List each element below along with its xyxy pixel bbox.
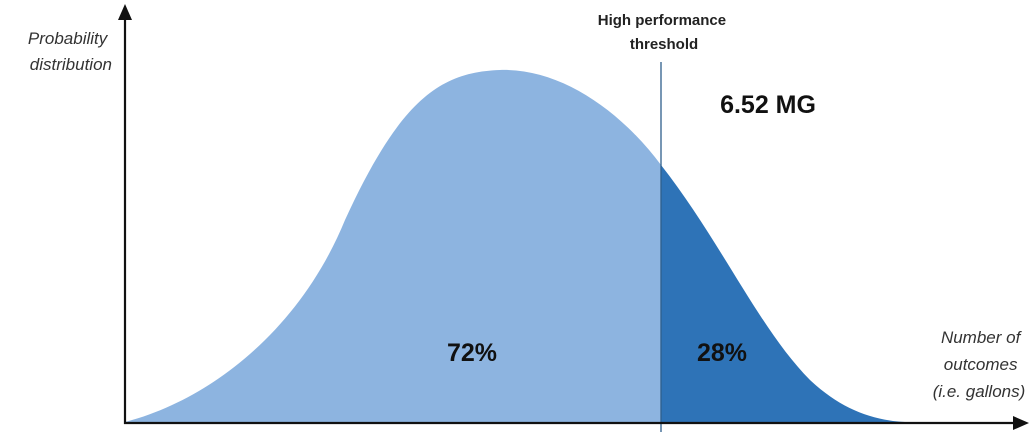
region-above-threshold (661, 165, 905, 422)
threshold-label-line-1: High performance (598, 12, 726, 29)
y-axis-arrowhead (118, 4, 132, 20)
y-axis-label: Probability distribution (28, 29, 112, 74)
region-above-threshold-label: 28% (697, 339, 747, 367)
x-axis-label: Number of outcomes (i.e. gallons) (933, 328, 1026, 401)
y-axis-label-line-2: distribution (30, 55, 112, 74)
region-below-threshold (125, 69, 661, 422)
region-below-threshold-label: 72% (447, 339, 497, 367)
y-axis-label-line-1: Probability (28, 29, 109, 48)
threshold-label: High performance threshold (598, 12, 731, 53)
x-axis-arrowhead (1013, 416, 1029, 430)
x-axis-label-line-3: (i.e. gallons) (933, 382, 1026, 401)
threshold-value: 6.52 MG (720, 91, 816, 119)
threshold-label-line-2: threshold (630, 36, 698, 53)
x-axis-label-line-2: outcomes (944, 355, 1018, 374)
x-axis-label-line-1: Number of (941, 328, 1023, 347)
